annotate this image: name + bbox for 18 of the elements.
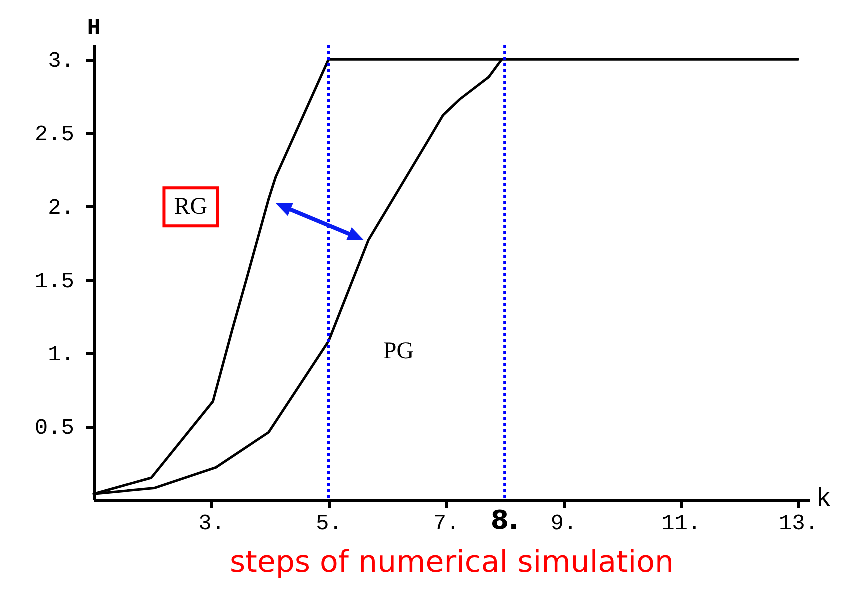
text: steps of numerical simulation bbox=[230, 545, 674, 580]
y-tick-label: 0.5 bbox=[34, 416, 74, 442]
x-tick-label: 3. bbox=[198, 512, 226, 536]
x-tick-label: 5. bbox=[316, 512, 342, 536]
x-tick-label: 13. bbox=[778, 512, 819, 536]
x-axis-title: k bbox=[816, 484, 832, 514]
y-tick-label: 2.5 bbox=[34, 122, 74, 148]
y-tick-label: 3. bbox=[48, 49, 74, 74]
y-tick-label: 1.5 bbox=[34, 269, 74, 294]
y-axis-title: H bbox=[87, 16, 101, 41]
y-tick-label: 2. bbox=[48, 196, 74, 221]
text: PG bbox=[383, 338, 414, 364]
x-tick-label: 9. bbox=[550, 512, 578, 536]
ref-line-label: 8. bbox=[490, 506, 519, 536]
x-tick-label: 11. bbox=[662, 512, 702, 536]
y-tick-label: 1. bbox=[48, 342, 74, 368]
x-tick-label: 7. bbox=[433, 512, 460, 536]
text: RG bbox=[174, 194, 208, 220]
